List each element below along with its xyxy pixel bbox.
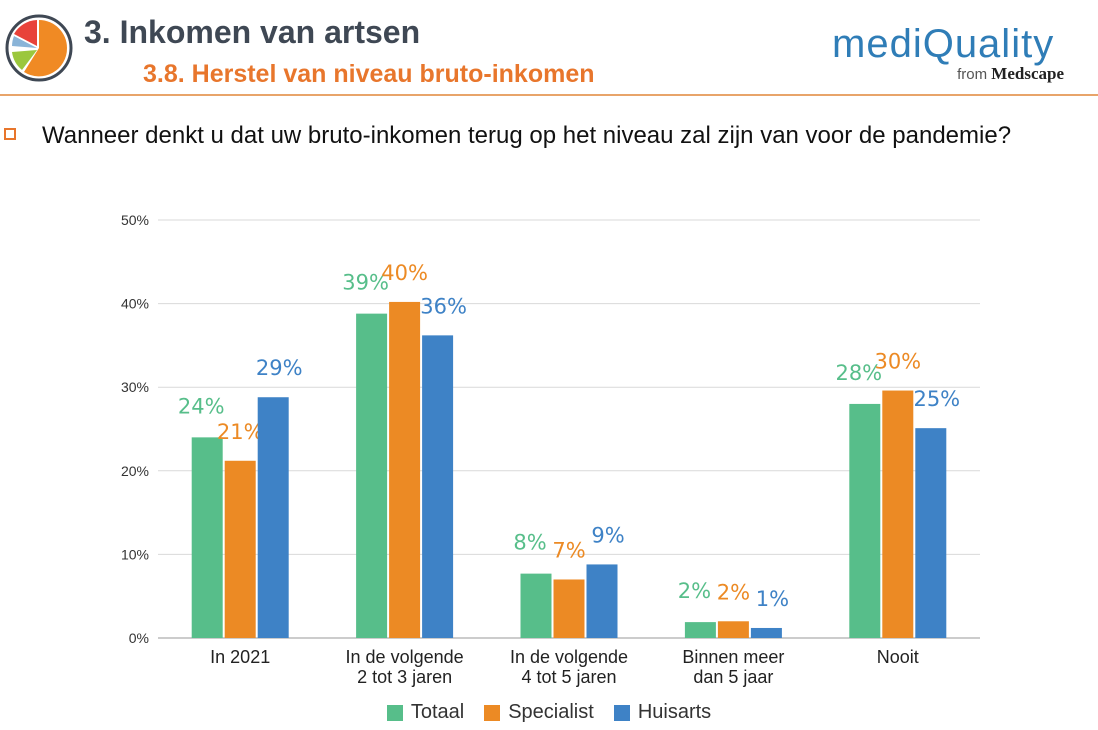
bar-specialist [717, 621, 749, 638]
data-label-specialist: 40% [381, 261, 428, 285]
brand-from: from Medscape [957, 64, 1064, 84]
y-tick-label: 20% [121, 463, 149, 479]
bar-totaal [849, 403, 881, 638]
y-tick-label: 10% [121, 546, 149, 562]
x-tick-label: Binnen meer [682, 647, 784, 667]
y-tick-label: 50% [121, 212, 149, 228]
brand-name: mediQuality [832, 22, 1055, 66]
header-divider [0, 94, 1098, 96]
x-tick-label: 4 tot 5 jaren [521, 667, 616, 687]
bar-huisarts [586, 564, 618, 638]
x-tick-label: In de volgende [346, 647, 464, 667]
data-label-huisarts: 29% [256, 356, 303, 380]
brand-logo: mediQuality from Medscape [832, 22, 1094, 84]
bar-specialist [553, 579, 585, 638]
data-label-huisarts: 25% [913, 387, 960, 411]
bar-chart: 0%10%20%30%40%50%24%21%29%In 202139%40%3… [121, 212, 980, 687]
mediquality-pie-logo-icon [5, 14, 73, 82]
bar-totaal [520, 573, 552, 638]
bar-totaal [684, 622, 716, 638]
bar-huisarts [750, 627, 782, 638]
survey-question: Wanneer denkt u dat uw bruto-inkomen ter… [42, 122, 1012, 149]
legend-label-specialist: Specialist [508, 701, 594, 723]
data-label-totaal: 24% [178, 394, 225, 418]
page-title: 3. Inkomen van artsen [84, 14, 421, 50]
legend-swatch-huisarts [613, 704, 630, 721]
legend-swatch-specialist [484, 704, 501, 721]
data-label-totaal: 28% [835, 361, 882, 385]
brand-from-medscape: Medscape [991, 64, 1064, 83]
brand-from-label: from [957, 66, 988, 83]
data-label-totaal: 8% [513, 531, 546, 555]
data-label-huisarts: 36% [420, 294, 467, 318]
x-tick-label: In de volgende [510, 647, 628, 667]
bar-specialist [882, 390, 914, 638]
y-tick-label: 40% [121, 296, 149, 312]
x-tick-label: Nooit [877, 647, 919, 667]
data-label-huisarts: 9% [591, 523, 624, 547]
checkbox-bullet-icon [4, 128, 16, 140]
bar-huisarts [257, 397, 289, 638]
bar-totaal [356, 313, 388, 638]
data-label-specialist: 2% [717, 580, 750, 604]
data-label-huisarts: 1% [756, 587, 789, 611]
bar-huisarts [915, 428, 947, 638]
y-tick-label: 0% [129, 630, 149, 646]
data-label-totaal: 39% [342, 271, 389, 295]
data-label-specialist: 21% [217, 420, 264, 444]
x-tick-label: 2 tot 3 jaren [357, 667, 452, 687]
bar-totaal [191, 437, 223, 638]
y-tick-label: 30% [121, 379, 149, 395]
data-label-specialist: 30% [874, 350, 921, 374]
legend-item-specialist: Specialist [484, 701, 594, 724]
bar-specialist [224, 460, 256, 638]
data-label-totaal: 2% [678, 579, 711, 603]
chart-legend: Totaal Specialist Huisarts [0, 701, 1098, 724]
bar-specialist [389, 301, 421, 638]
legend-item-totaal: Totaal [386, 701, 465, 724]
legend-label-huisarts: Huisarts [637, 701, 712, 723]
x-tick-label: In 2021 [210, 647, 270, 667]
legend-item-huisarts: Huisarts [613, 701, 712, 724]
legend-label-totaal: Totaal [410, 701, 465, 723]
data-label-specialist: 7% [552, 538, 585, 562]
page-subtitle: 3.8. Herstel van niveau bruto-inkomen [143, 60, 595, 88]
x-tick-label: dan 5 jaar [693, 667, 773, 687]
legend-swatch-totaal [386, 704, 403, 721]
bar-huisarts [422, 335, 454, 638]
